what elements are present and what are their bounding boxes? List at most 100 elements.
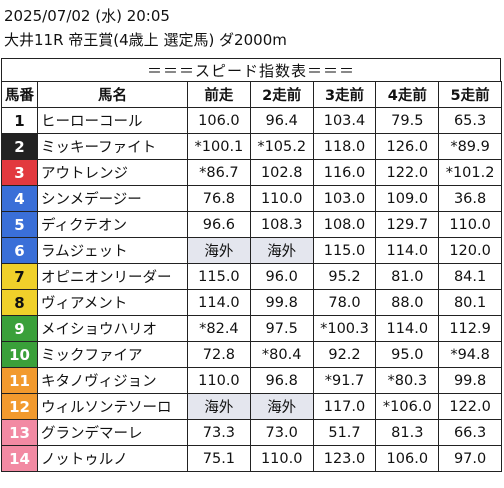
horse-name: ヴィアメント: [37, 289, 188, 316]
horse-number: 13: [1, 419, 38, 446]
speed-index-value: 78.0: [312, 289, 377, 316]
speed-index-value: 96.6: [187, 211, 251, 238]
table-row: 12 ウィルソンテソーロ 海外 海外 117.0 *106.0 122.0: [1, 393, 502, 420]
horse-number: 10: [1, 341, 38, 368]
speed-index-value: 110.0: [187, 367, 251, 394]
speed-index-value: 114.0: [187, 289, 251, 316]
speed-index-value: 120.0: [438, 237, 502, 264]
speed-index-value: 122.0: [375, 159, 440, 186]
speed-index-value: 海外: [249, 393, 314, 420]
horse-name: ミッキーファイト: [37, 133, 188, 160]
horse-name: ラムジェット: [37, 237, 188, 264]
horse-number: 1: [1, 107, 38, 134]
table-banner: ＝＝＝スピード指数表＝＝＝: [1, 58, 501, 82]
table-row: 11 キタノヴィジョン 110.0 96.8 *91.7 *80.3 99.8: [1, 367, 502, 394]
table-header-row: 馬番 馬名 前走 2走前 3走前 4走前 5走前: [1, 81, 502, 108]
speed-index-value: 97.0: [438, 445, 502, 472]
horse-number: 8: [1, 289, 38, 316]
speed-index-value: 108.0: [312, 211, 377, 238]
speed-index-value: 99.8: [249, 289, 314, 316]
horse-name: シンメデージー: [37, 185, 188, 212]
horse-number: 9: [1, 315, 38, 342]
table-row: 3 アウトレンジ *86.7 102.8 116.0 122.0 *101.2: [1, 159, 502, 186]
speed-index-value: 76.8: [187, 185, 251, 212]
horse-name: キタノヴィジョン: [37, 367, 188, 394]
race-datetime: 2025/07/02 (水) 20:05: [4, 7, 170, 25]
speed-index-value: 110.0: [249, 445, 314, 472]
column-header: 5走前: [438, 81, 502, 108]
speed-index-value: 126.0: [375, 133, 440, 160]
speed-index-table: 馬番 馬名 前走 2走前 3走前 4走前 5走前 1 ヒーローコール 106.0 96.4 103.…: [1, 81, 502, 472]
horse-number: 5: [1, 211, 38, 238]
speed-index-value: 96.4: [249, 107, 314, 134]
speed-index-value: *100.3: [312, 315, 377, 342]
column-header: 馬名: [37, 81, 188, 108]
race-title: 大井11R 帝王賞(4歳上 選定馬) ダ2000m: [4, 31, 287, 49]
speed-index-value: *94.8: [438, 341, 502, 368]
speed-index-value: *100.1: [187, 133, 251, 160]
table-row: 4 シンメデージー 76.8 110.0 103.0 109.0 36.8: [1, 185, 502, 212]
speed-index-value: 106.0: [187, 107, 251, 134]
horse-name: ウィルソンテソーロ: [37, 393, 188, 420]
speed-index-value: 106.0: [375, 445, 440, 472]
horse-name: ディクテオン: [37, 211, 188, 238]
speed-index-value: 103.4: [312, 107, 377, 134]
horse-number: 3: [1, 159, 38, 186]
speed-index-value: *82.4: [187, 315, 251, 342]
speed-index-value: *89.9: [438, 133, 502, 160]
speed-index-value: *101.2: [438, 159, 502, 186]
speed-index-value: 65.3: [438, 107, 502, 134]
speed-index-value: 96.8: [249, 367, 314, 394]
speed-index-value: 114.0: [375, 315, 440, 342]
speed-index-value: 116.0: [312, 159, 377, 186]
table-row: 5 ディクテオン 96.6 108.3 108.0 129.7 110.0: [1, 211, 502, 238]
speed-index-value: 36.8: [438, 185, 502, 212]
table-row: 8 ヴィアメント 114.0 99.8 78.0 88.0 80.1: [1, 289, 502, 316]
table-row: 6 ラムジェット 海外 海外 115.0 114.0 120.0: [1, 237, 502, 264]
horse-name: ノットゥルノ: [37, 445, 188, 472]
speed-index-value: 109.0: [375, 185, 440, 212]
speed-index-value: 81.0: [375, 263, 440, 290]
speed-index-value: 海外: [187, 237, 251, 264]
speed-index-value: 95.0: [375, 341, 440, 368]
speed-index-value: 108.3: [249, 211, 314, 238]
speed-index-value: 海外: [249, 237, 314, 264]
speed-index-value: 117.0: [312, 393, 377, 420]
speed-index-value: 79.5: [375, 107, 440, 134]
speed-index-value: 75.1: [187, 445, 251, 472]
speed-index-value: 112.9: [438, 315, 502, 342]
horse-number: 4: [1, 185, 38, 212]
table-row: 14 ノットゥルノ 75.1 110.0 123.0 106.0 97.0: [1, 445, 502, 472]
horse-number: 7: [1, 263, 38, 290]
speed-index-value: 73.0: [249, 419, 314, 446]
table-row: 9 メイショウハリオ *82.4 97.5 *100.3 114.0 112.9: [1, 315, 502, 342]
horse-name: ヒーローコール: [37, 107, 188, 134]
horse-number: 6: [1, 237, 38, 264]
horse-number: 11: [1, 367, 38, 394]
speed-index-value: 102.8: [249, 159, 314, 186]
column-header: 前走: [187, 81, 251, 108]
horse-number: 2: [1, 133, 38, 160]
speed-index-value: 129.7: [375, 211, 440, 238]
table-row: 13 グランデマーレ 73.3 73.0 51.7 81.3 66.3: [1, 419, 502, 446]
horse-name: オピニオンリーダー: [37, 263, 188, 290]
speed-index-value: 51.7: [312, 419, 377, 446]
table-row: 2 ミッキーファイト *100.1 *105.2 118.0 126.0 *89.9: [1, 133, 502, 160]
column-header: 4走前: [375, 81, 440, 108]
column-header: 2走前: [249, 81, 314, 108]
horse-name: アウトレンジ: [37, 159, 188, 186]
speed-index-value: *80.3: [375, 367, 440, 394]
speed-index-value: *91.7: [312, 367, 377, 394]
speed-index-value: 84.1: [438, 263, 502, 290]
column-header: 馬番: [1, 81, 38, 108]
race-header: 2025/07/02 (水) 20:05 大井11R 帝王賞(4歳上 選定馬) …: [4, 4, 500, 52]
speed-index-value: 73.3: [187, 419, 251, 446]
speed-index-value: *80.4: [249, 341, 314, 368]
speed-index-value: 118.0: [312, 133, 377, 160]
speed-index-value: 80.1: [438, 289, 502, 316]
speed-index-value: 110.0: [249, 185, 314, 212]
speed-index-value: 99.8: [438, 367, 502, 394]
speed-index-value: 114.0: [375, 237, 440, 264]
table-row: 7 オピニオンリーダー 115.0 96.0 95.2 81.0 84.1: [1, 263, 502, 290]
table-row: 10 ミックファイア 72.8 *80.4 92.2 95.0 *94.8: [1, 341, 502, 368]
